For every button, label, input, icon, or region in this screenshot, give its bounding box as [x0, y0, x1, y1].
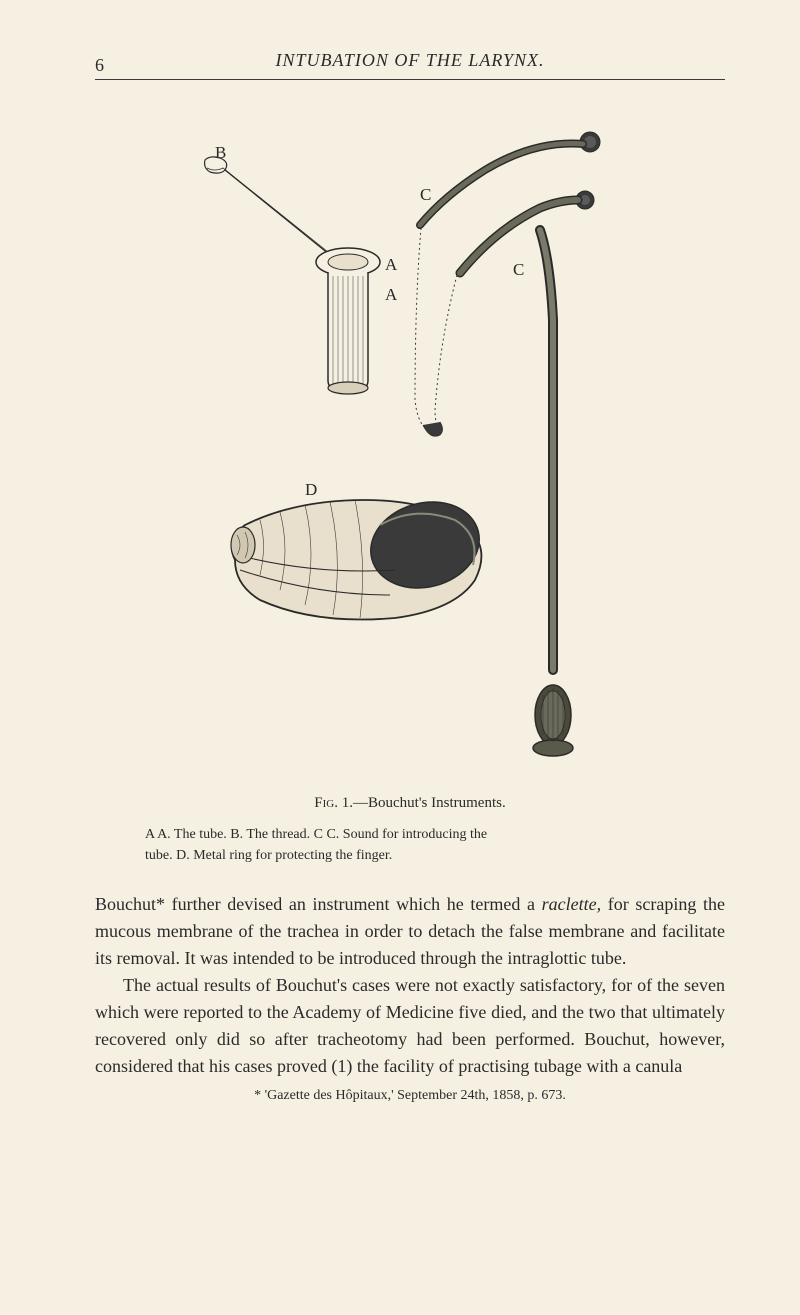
footnote: * 'Gazette des Hôpitaux,' September 24th… — [95, 1085, 725, 1106]
figure-caption-prefix: Fig. 1.— — [314, 795, 368, 811]
legend-line-2: tube. D. Metal ring for protecting the f… — [145, 848, 392, 863]
tube-a — [316, 248, 380, 394]
label-a2: A — [385, 285, 398, 304]
paragraph-1: Bouchut* further devised an instrument w… — [95, 891, 725, 972]
legend-line-1: A A. The tube. B. The thread. C C. Sound… — [145, 827, 487, 842]
ring-d — [231, 490, 489, 619]
label-c-outer: C — [420, 185, 431, 204]
label-a1: A — [385, 255, 398, 274]
page-number: 6 — [95, 55, 104, 76]
thread-b — [205, 157, 330, 255]
figure-caption-text: Bouchut's Instruments. — [368, 795, 506, 811]
figure-legend: A A. The tube. B. The thread. C C. Sound… — [145, 824, 695, 866]
header-rule — [95, 79, 725, 80]
sound-c — [415, 132, 600, 756]
running-header: INTUBATION OF THE LARYNX. — [95, 50, 725, 71]
label-c-inner: C — [513, 260, 524, 279]
figure-illustration: B A A C C D — [95, 100, 725, 780]
paragraph-2: The actual results of Bouchut's cases we… — [95, 972, 725, 1080]
label-d: D — [305, 480, 317, 499]
body-text: Bouchut* further devised an instrument w… — [95, 891, 725, 1106]
figure-caption: Fig. 1.—Bouchut's Instruments. — [95, 795, 725, 812]
label-b: B — [215, 143, 226, 162]
